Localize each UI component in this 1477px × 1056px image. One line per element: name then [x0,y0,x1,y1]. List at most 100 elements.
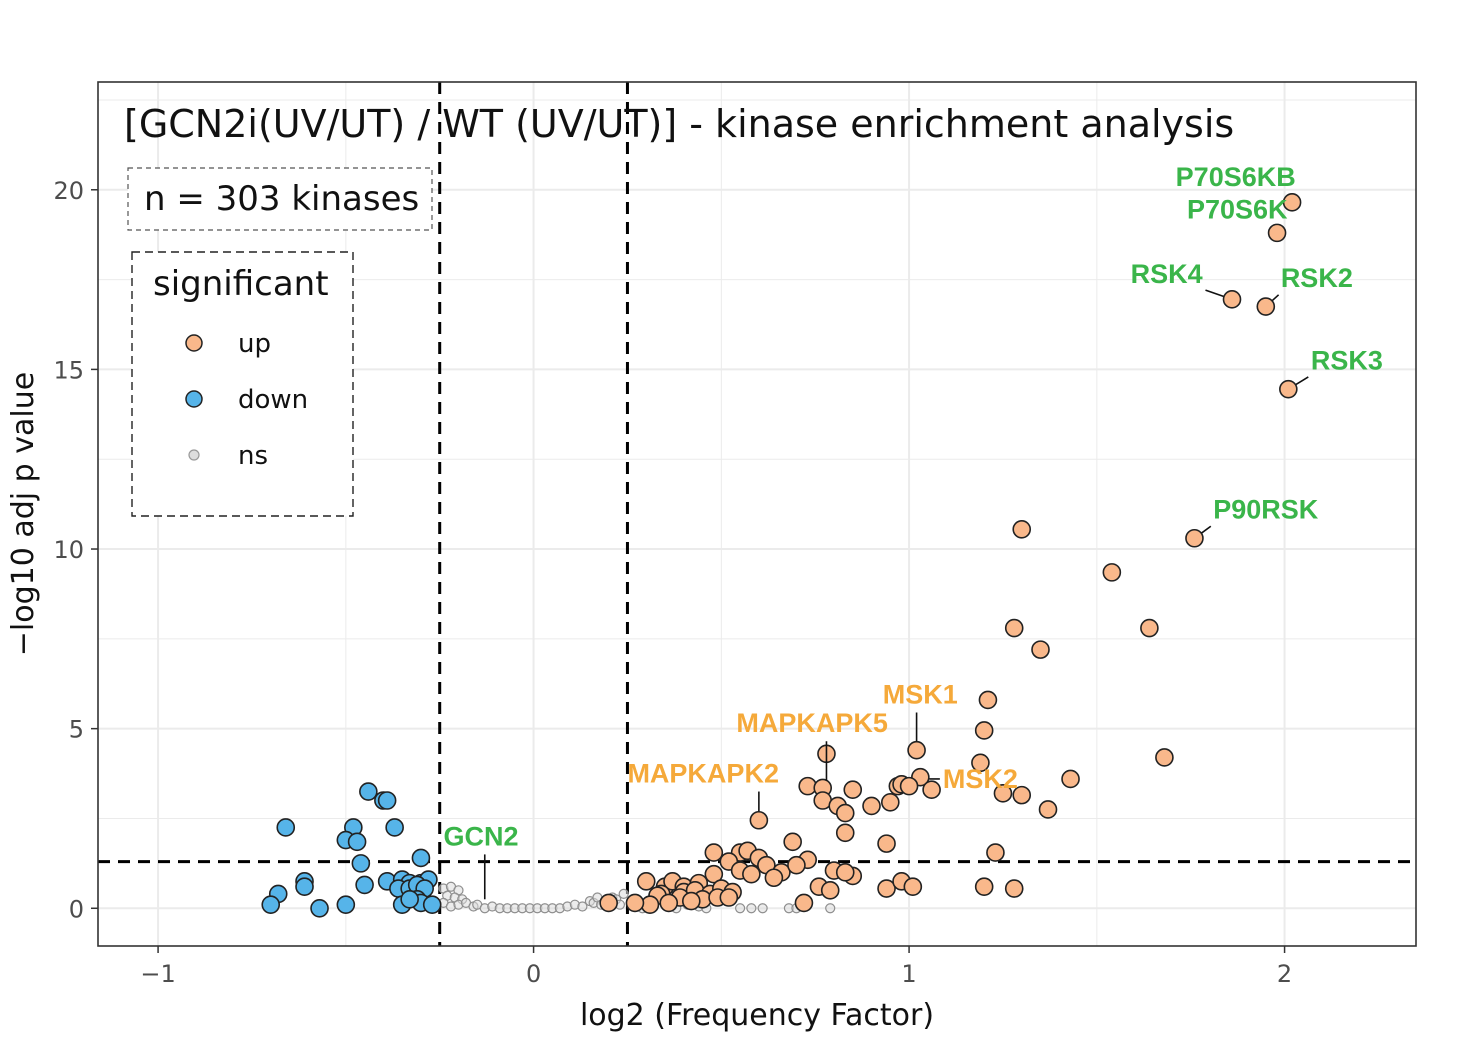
up-point [862,796,881,816]
annotation-p70s6kb: P70S6KB [1176,162,1296,192]
annotation-mapkapk2: MAPKAPK2 [627,759,779,789]
y-tick-label: 20 [53,177,84,205]
x-tick-label: −1 [140,960,175,988]
annotation-rsk4: RSK4 [1131,259,1203,289]
down-point [347,832,367,852]
up-point [881,792,900,812]
up-point [986,843,1005,862]
legend-frame [131,251,354,517]
annotation-msk1: MSK1 [883,680,958,710]
down-point [351,854,371,873]
up-point [877,879,896,898]
legend-title: significant [153,264,329,304]
down-point [295,877,314,897]
up-point [971,753,990,773]
annotation-p70s6k: P70S6K [1187,195,1288,225]
annotation-leader-rsk2 [1271,294,1280,302]
y-tick-label: 5 [69,716,84,744]
up-point [1102,563,1122,582]
down-point [400,889,419,909]
legend-down-label: down [238,385,308,415]
up-point [1282,193,1302,212]
down-point [411,848,431,868]
y-axis-title: −log10 adj p value [6,372,41,656]
up-point [1012,785,1032,805]
chart-title: [GCN2i(UV/UT) / WT (UV/UT)] - kinase enr… [124,102,1234,146]
x-tick-label: 2 [1277,960,1292,988]
up-point [1222,290,1242,309]
up-point [835,823,855,843]
threshold-lines [98,82,1416,946]
legend-entry-down: down [185,385,308,415]
up-point [1140,618,1159,638]
annotation-rsk3: RSK3 [1311,345,1383,375]
annotation-p90rsk: P90RSK [1213,494,1319,524]
annotation-mapkapk5: MAPKAPK5 [736,708,888,738]
ns-point [735,903,746,914]
legend: significant up down ns [131,251,354,517]
up-point [1004,879,1024,898]
down-point [359,782,378,801]
x-tick-label: 0 [526,960,541,988]
up-point [877,834,896,853]
down-point [310,898,329,918]
y-tick-label: 10 [53,536,84,564]
up-point [1038,800,1058,819]
up-point [749,810,769,830]
y-tick-label: 0 [69,895,84,923]
ns-point [757,903,768,914]
plot-border [97,81,1417,947]
up-point [625,893,645,913]
up-point [794,893,814,913]
up-point [978,690,998,710]
up-point [659,893,679,913]
x-tick-label: 1 [901,960,916,988]
legend-up-label: up [238,329,271,359]
up-point [704,864,724,884]
up-point [719,888,739,907]
up-point [1279,379,1298,399]
legend-ns-swatch [188,449,200,461]
down-point [385,818,404,837]
ns-point [577,901,588,912]
annotation-gcn2: GCN2 [443,821,518,851]
up-point [1267,223,1287,243]
kinase-count-label: n = 303 kinases [144,179,419,219]
ns-point [618,888,629,900]
up-point [787,855,806,875]
up-point [899,776,919,796]
annotation-msk2: MSK2 [943,764,1018,794]
up-point [903,877,923,897]
annotation-rsk2: RSK2 [1281,263,1353,293]
annotation-leader-rsk3 [1295,376,1309,386]
up-point [764,868,784,888]
up-point [843,780,863,800]
down-point [276,818,296,837]
up-point [599,893,618,913]
down-point [377,791,397,810]
ns-point [746,903,757,914]
up-point [835,863,855,882]
up-point [835,803,855,823]
annotation-leader-rsk4 [1205,289,1224,298]
up-point [974,721,994,740]
legend-up-swatch [185,334,203,352]
annotation-leader-p90rsk [1201,525,1212,534]
down-point [355,875,374,895]
up-point [704,843,724,862]
legend-ns-label: ns [238,441,268,471]
down-point [336,895,356,914]
down-point [422,895,442,914]
up-point [1185,528,1204,548]
up-point [783,832,802,852]
up-point [681,891,701,911]
up-point [922,780,941,800]
up-point [907,740,926,760]
data-points [261,193,1302,918]
up-point [1012,519,1032,539]
legend-entry-ns: ns [188,441,268,471]
